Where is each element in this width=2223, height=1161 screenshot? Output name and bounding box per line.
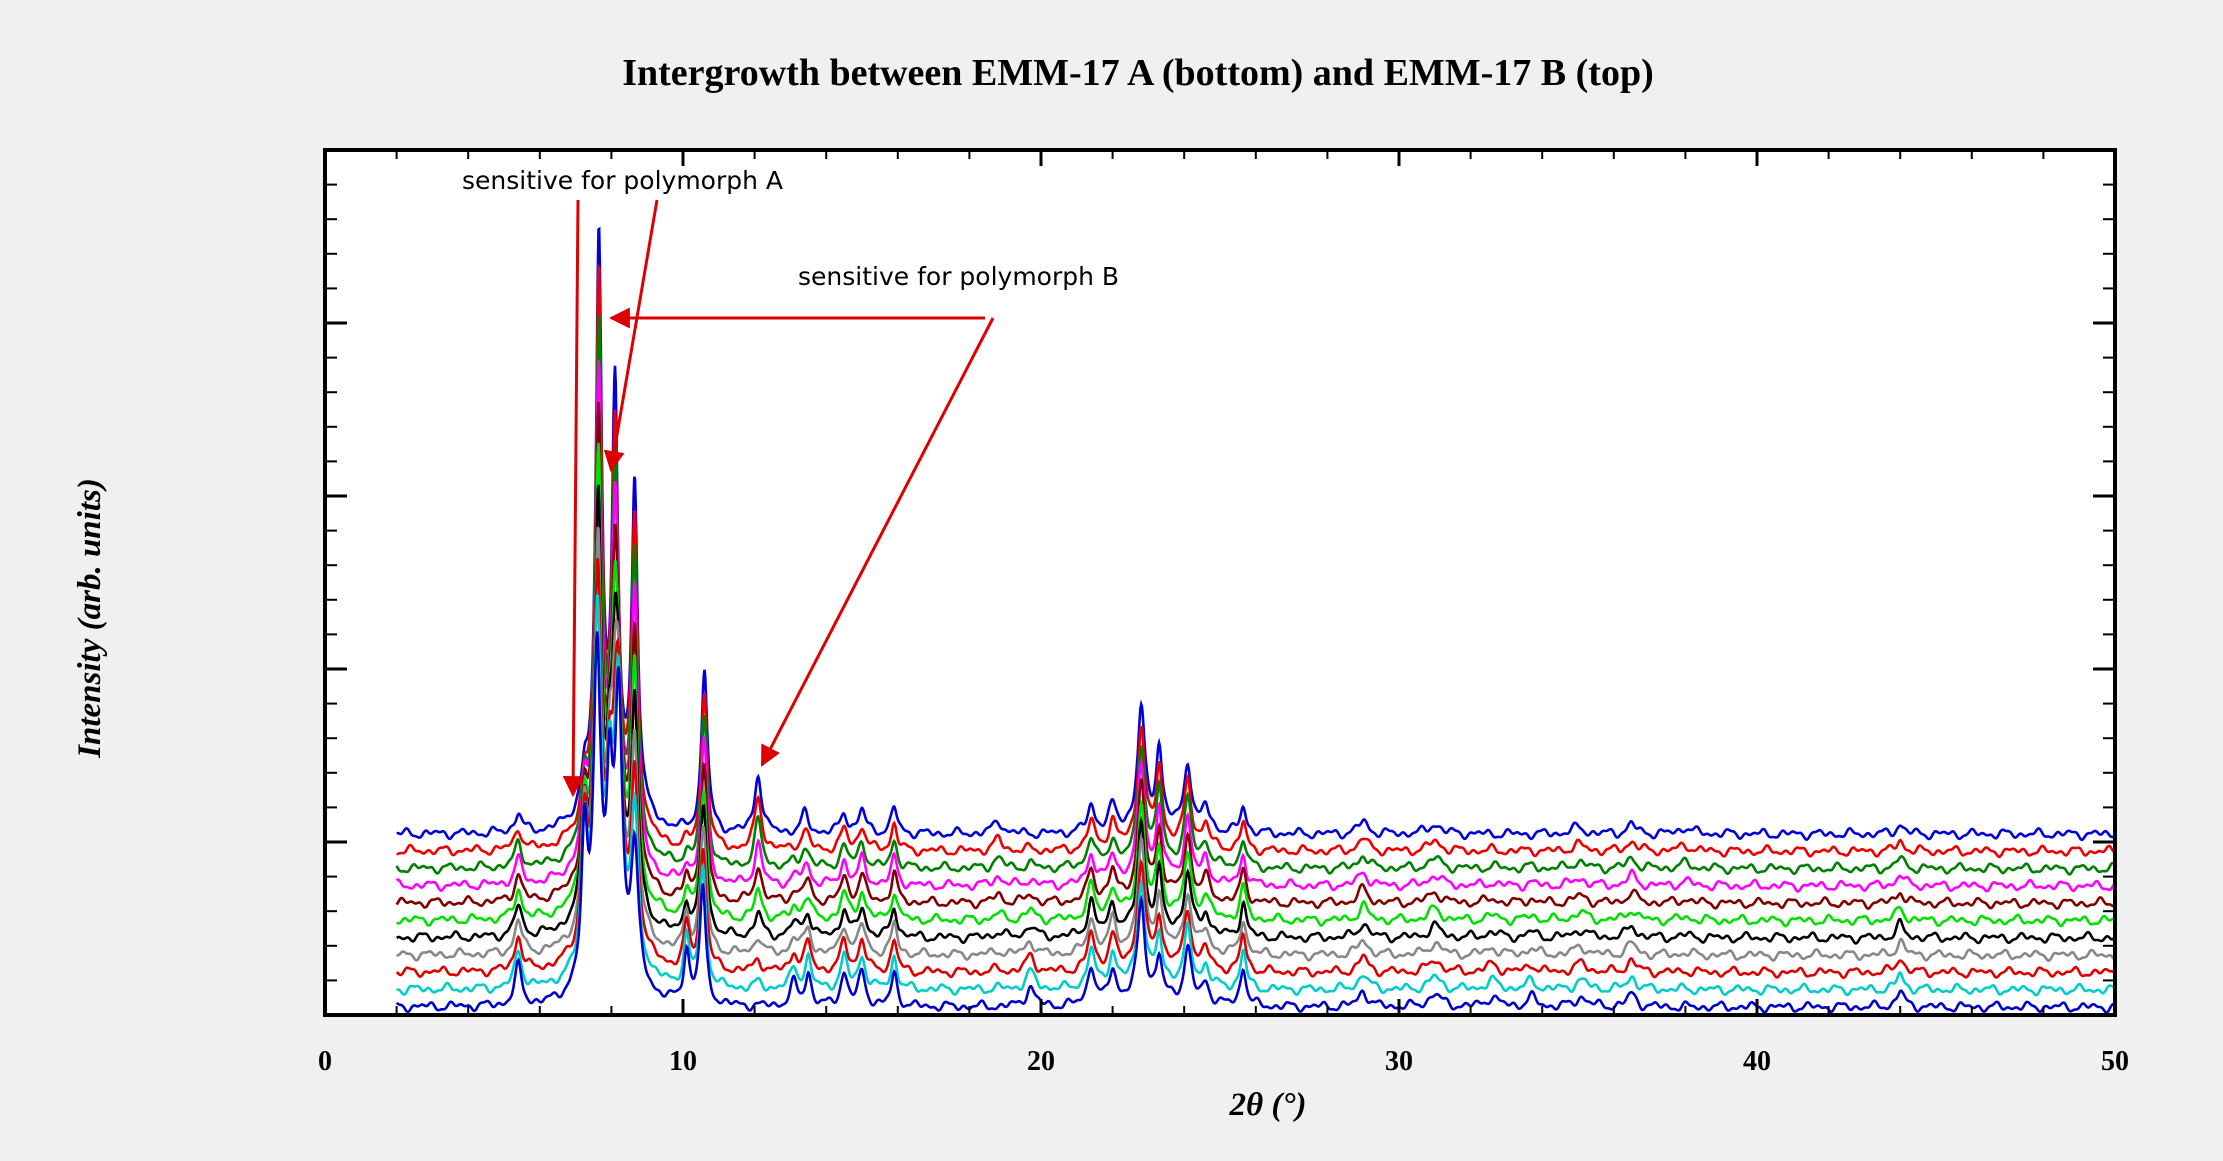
series-line-9 xyxy=(395,314,2116,876)
series-line-6 xyxy=(396,442,2115,928)
series-line-3 xyxy=(395,557,2116,980)
chart-title: Intergrowth between EMM-17 A (bottom) an… xyxy=(622,52,1654,94)
series-line-11 xyxy=(396,226,2115,842)
x-tick-label: 50 xyxy=(2101,1046,2129,1077)
series-line-4 xyxy=(395,526,2116,963)
series-line-8 xyxy=(395,360,2116,893)
plot-area xyxy=(325,150,2115,1015)
x-tick-label: 10 xyxy=(669,1046,697,1077)
x-tick-label: 30 xyxy=(1385,1046,1413,1077)
x-axis-label: 2θ (°) xyxy=(1228,1087,1306,1123)
plot-frame xyxy=(323,148,2117,1017)
annotation-label-b: sensitive for polymorph B xyxy=(798,262,1119,291)
annotation-polymorph-b: sensitive for polymorph B xyxy=(608,262,1119,767)
arrow-a-1 xyxy=(562,199,584,798)
ticks-group xyxy=(323,148,2117,1017)
annotation-polymorph-a: sensitive for polymorph A xyxy=(462,166,783,798)
x-tick-label: 40 xyxy=(1743,1046,1771,1077)
y-axis-label: Intensity (arb. units) xyxy=(72,478,108,759)
series-line-7 xyxy=(395,402,2115,910)
annotation-label-a: sensitive for polymorph A xyxy=(462,166,783,195)
x-tick-labels: 0 10 20 30 40 50 xyxy=(318,1046,2129,1077)
arrow-a-2 xyxy=(603,199,659,473)
x-tick-label: 0 xyxy=(318,1046,332,1077)
series-line-2 xyxy=(396,594,2115,997)
arrow-b-2 xyxy=(760,317,995,767)
series-line-5 xyxy=(396,484,2116,945)
x-tick-label: 20 xyxy=(1027,1046,1055,1077)
series-line-10 xyxy=(396,262,2116,859)
